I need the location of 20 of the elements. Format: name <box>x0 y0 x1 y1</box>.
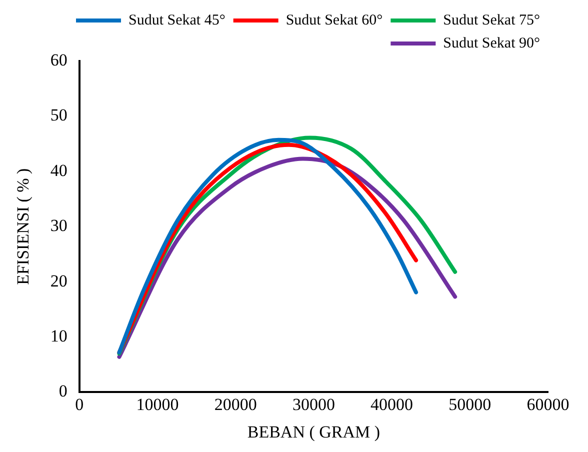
x-axis-title: BEBAN ( GRAM ) <box>247 422 380 442</box>
x-tick-label: 40000 <box>370 394 414 414</box>
y-tick-label: 50 <box>50 106 68 125</box>
legend-label: Sudut Sekat 45° <box>128 12 226 28</box>
x-tick-label: 30000 <box>292 394 335 414</box>
legend-label: Sudut Sekat 90° <box>443 35 540 52</box>
x-tick-label: 50000 <box>448 394 492 414</box>
x-tick-label: 20000 <box>214 394 257 414</box>
y-tick-label: 60 <box>50 50 68 70</box>
y-tick-label: 40 <box>50 160 68 180</box>
y-axis-title: EFISIENSI ( % ) <box>14 168 33 285</box>
x-tick-label: 0 <box>75 394 84 414</box>
x-tick-label: 10000 <box>136 394 179 414</box>
x-tick-label: 60000 <box>526 394 570 414</box>
legend-label: Sudut Sekat 60° <box>286 12 383 28</box>
y-tick-label: 0 <box>58 382 68 401</box>
y-tick-label: 10 <box>50 326 68 346</box>
y-tick-label: 30 <box>50 216 68 236</box>
y-tick-label: 20 <box>50 271 68 290</box>
legend-label: Sudut Sekat 75° <box>443 12 540 28</box>
